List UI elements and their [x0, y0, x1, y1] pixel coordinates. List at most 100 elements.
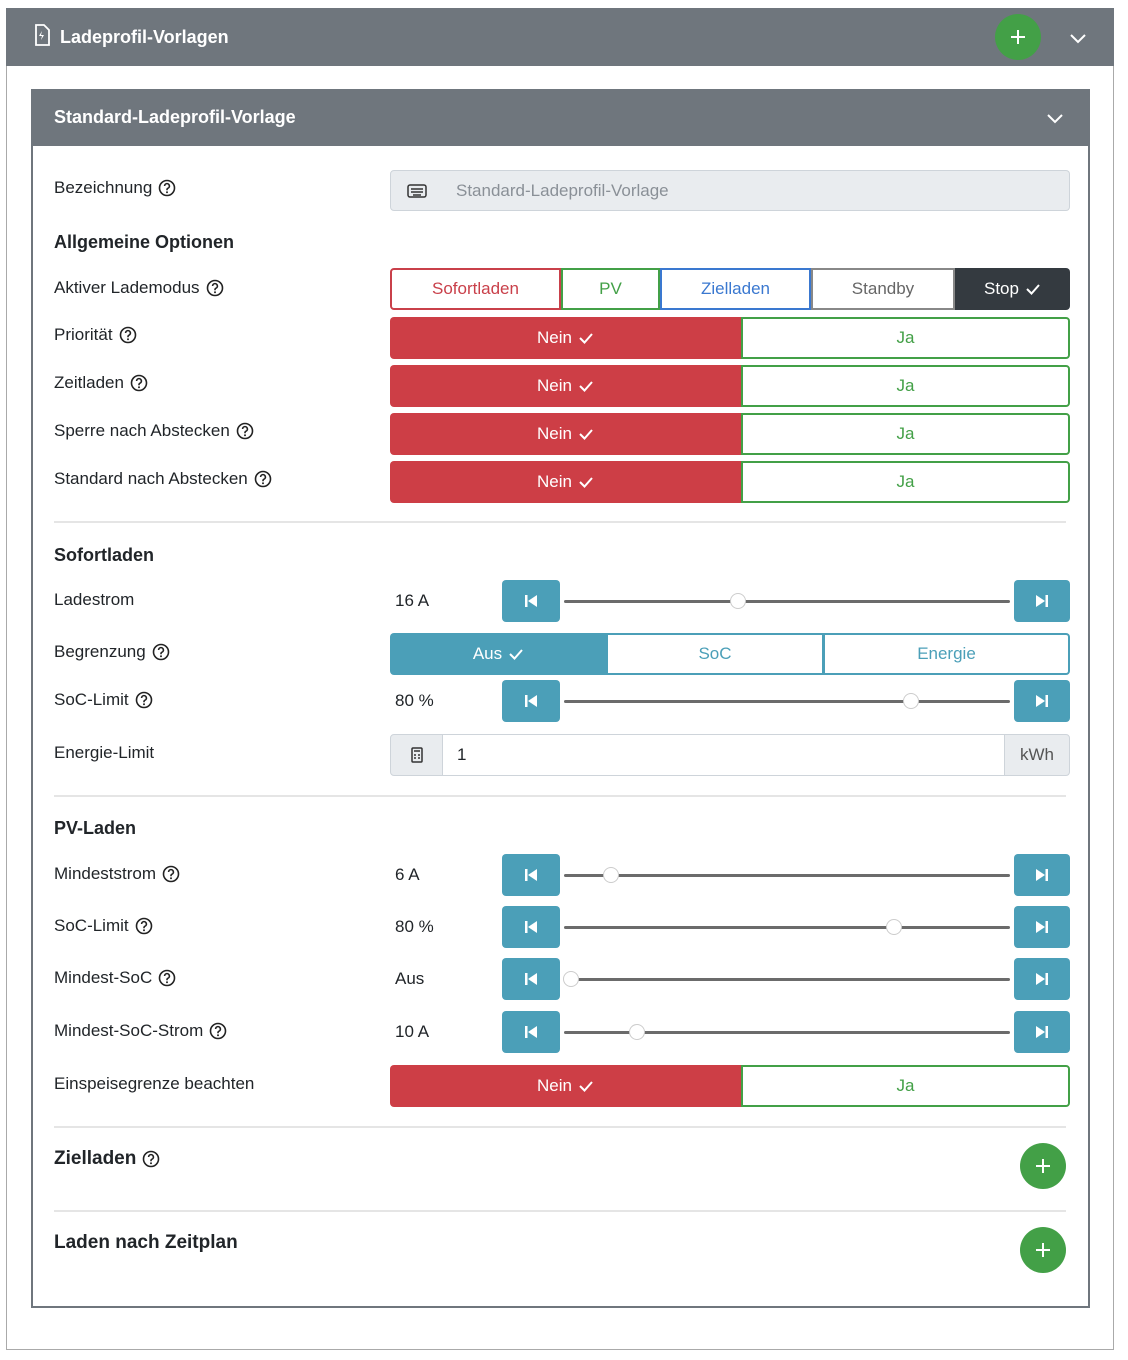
slider-increment[interactable]	[1014, 1011, 1070, 1053]
mode-button[interactable]: Sofortladen	[390, 268, 561, 310]
slider-track	[564, 1031, 1010, 1034]
toggle-on[interactable]: Ja	[741, 461, 1070, 503]
slider-knob[interactable]	[563, 971, 579, 987]
label-text: Bezeichnung	[54, 178, 153, 197]
help-icon	[152, 643, 169, 661]
skip-forward-icon	[1036, 869, 1048, 881]
toggle-off-active[interactable]: Nein	[390, 461, 741, 503]
skip-back-icon	[525, 973, 537, 985]
slider-value: 80 %	[395, 917, 434, 936]
label-text: Energie-Limit	[54, 743, 155, 762]
help-icon	[159, 179, 176, 197]
toggle-off-active[interactable]: Nein	[390, 317, 741, 359]
toggle-on[interactable]: Ja	[741, 365, 1070, 407]
toggle-off-active[interactable]: Nein	[390, 413, 741, 455]
label-text: Ladestrom	[54, 590, 135, 609]
energy-input[interactable]: 1	[442, 734, 1005, 776]
file-icon	[35, 24, 50, 46]
slider-knob[interactable]	[886, 919, 902, 935]
field-label: Ladestrom	[54, 587, 654, 613]
label-text: Mindeststrom	[54, 864, 157, 883]
skip-back-icon	[525, 869, 537, 881]
skip-forward-icon	[1036, 595, 1048, 607]
mode-button[interactable]: Zielladen	[660, 268, 811, 310]
slider-decrement[interactable]	[502, 958, 560, 1000]
label-text: Aktiver Lademodus	[54, 278, 200, 297]
slider-decrement[interactable]	[502, 854, 560, 896]
field-label: Bezeichnung	[54, 175, 654, 201]
slider-increment[interactable]	[1014, 854, 1070, 896]
add-button[interactable]	[1020, 1143, 1066, 1189]
slider-increment[interactable]	[1014, 580, 1070, 622]
inner-header	[31, 89, 1090, 146]
button-text: Nein	[537, 328, 572, 347]
slider-knob[interactable]	[603, 867, 619, 883]
button-text: Ja	[896, 472, 915, 491]
slider-track	[564, 874, 1010, 877]
slider-decrement[interactable]	[502, 1011, 560, 1053]
button-text: Energie	[917, 644, 976, 663]
slider-track	[564, 600, 1010, 603]
help-icon	[135, 917, 152, 935]
name-input[interactable]: Standard-Ladeprofil-Vorlage	[442, 170, 1070, 211]
toggle-on[interactable]: Ja	[741, 317, 1070, 359]
mode-button-active[interactable]: Stop	[955, 268, 1070, 310]
button-text: Ja	[896, 1076, 915, 1095]
mode-button[interactable]: PV	[561, 268, 660, 310]
slider-increment[interactable]	[1014, 680, 1070, 722]
field-label: Zielladen	[54, 1146, 654, 1172]
slider-decrement[interactable]	[502, 680, 560, 722]
slider-track	[564, 926, 1010, 929]
toggle-on[interactable]: Ja	[741, 413, 1070, 455]
toggle-off-active[interactable]: Nein	[390, 1065, 741, 1107]
field-label: Priorität	[54, 322, 654, 348]
check-icon	[509, 649, 523, 660]
toggle-off-active[interactable]: Nein	[390, 365, 741, 407]
label-text: Zeitladen	[54, 373, 124, 392]
skip-forward-icon	[1036, 1026, 1048, 1038]
outer-header	[6, 8, 1114, 66]
slider-value: 80 %	[395, 691, 434, 710]
help-icon	[119, 326, 136, 344]
slider-increment[interactable]	[1014, 906, 1070, 948]
check-icon	[579, 477, 593, 488]
label-text: Begrenzung	[54, 642, 146, 661]
skip-forward-icon	[1036, 973, 1048, 985]
help-icon	[254, 470, 272, 488]
mode-button[interactable]: Standby	[811, 268, 955, 310]
field-label: SoC-Limit	[54, 687, 654, 713]
help-icon	[236, 422, 254, 440]
slider-increment[interactable]	[1014, 958, 1070, 1000]
limit-button-active[interactable]: Aus	[390, 633, 607, 675]
field-label: Allgemeine Optionen	[54, 229, 654, 255]
field-label: Mindeststrom	[54, 861, 654, 887]
slider-decrement[interactable]	[502, 580, 560, 622]
field-label: Sperre nach Abstecken	[54, 418, 654, 444]
limit-button[interactable]: Energie	[823, 633, 1070, 675]
collapse-toggle[interactable]	[1043, 106, 1067, 130]
label-text: PV-Laden	[54, 817, 137, 838]
button-text: Ja	[896, 328, 915, 347]
input-addon	[390, 734, 443, 776]
help-icon	[130, 374, 148, 392]
button-text: Nein	[537, 376, 572, 395]
slider-knob[interactable]	[903, 693, 919, 709]
slider-knob[interactable]	[730, 593, 746, 609]
check-icon	[579, 429, 593, 440]
button-text: Stop	[984, 279, 1019, 298]
collapse-toggle[interactable]	[1066, 26, 1090, 50]
slider-knob[interactable]	[629, 1024, 645, 1040]
toggle-on[interactable]: Ja	[741, 1065, 1070, 1107]
field-label: Einspeisegrenze beachten	[54, 1071, 654, 1097]
add-button[interactable]	[995, 14, 1041, 60]
add-button[interactable]	[1020, 1227, 1066, 1273]
check-icon	[579, 333, 593, 344]
keyboard-icon	[406, 183, 427, 198]
check-icon	[579, 381, 593, 392]
field-label: Mindest-SoC-Strom	[54, 1018, 654, 1044]
slider-decrement[interactable]	[502, 906, 560, 948]
header-title: Ladeprofil-Vorlagen	[60, 27, 229, 47]
limit-button[interactable]: SoC	[606, 633, 824, 675]
help-icon	[143, 1150, 160, 1168]
help-icon	[135, 691, 152, 709]
